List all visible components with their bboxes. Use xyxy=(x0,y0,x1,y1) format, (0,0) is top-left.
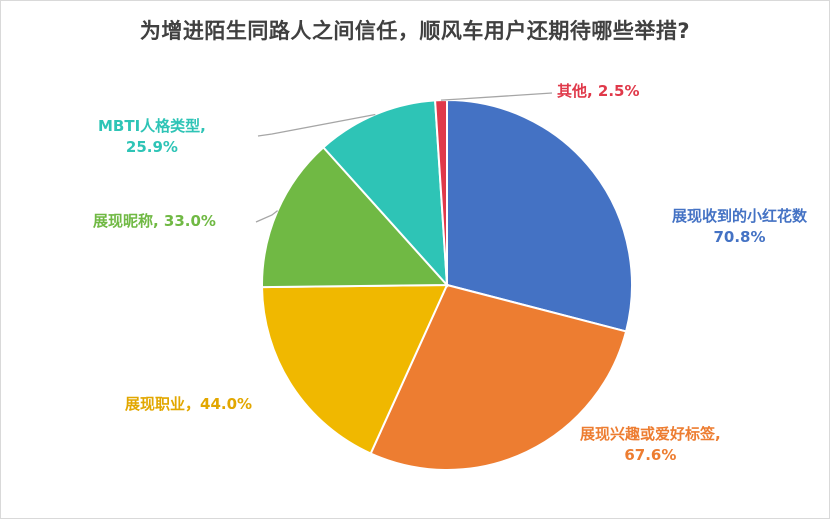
slice-flower-count xyxy=(446,98,633,333)
label-nickname: 展现昵称, 33.0% xyxy=(93,212,216,230)
label-mbti: MBTI人格类型, 25.9% xyxy=(98,117,206,156)
slice-occupation xyxy=(260,283,449,455)
label-occupation: 展现职业，44.0% xyxy=(125,395,253,413)
label-flower-count: 展现收到的小红花数 70.8% xyxy=(672,207,808,246)
leader-line-nickname xyxy=(255,210,279,223)
chart-title: 为增进陌生同路人之间信任，顺风车用户还期待哪些举措? xyxy=(139,19,691,43)
label-other: 其他, 2.5% xyxy=(557,82,640,100)
label-interest-tags: 展现兴趣或爱好标签, 67.6% xyxy=(580,425,721,464)
leader-line-other xyxy=(440,92,553,101)
slice-interest-tags xyxy=(369,283,628,471)
leader-line-mbti xyxy=(257,113,376,137)
